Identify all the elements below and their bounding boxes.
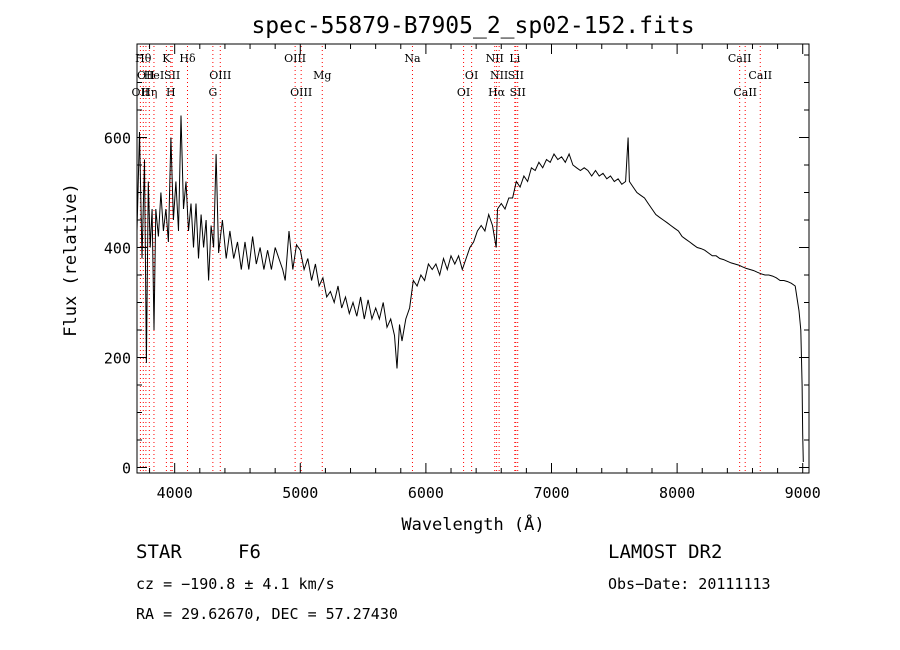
x-tick-label: 4000 — [157, 484, 193, 502]
object-class: STAR — [136, 541, 182, 563]
survey-name: LAMOST DR2 — [608, 541, 723, 563]
line-label: OIII — [290, 86, 312, 99]
line-label: OIII — [209, 69, 231, 82]
line-label: H — [166, 86, 176, 99]
line-label: Hη — [141, 86, 157, 99]
x-axis-label: Wavelength (Å) — [401, 513, 544, 535]
line-label: OI — [465, 69, 478, 82]
spectrum-line — [136, 115, 804, 463]
line-label: OIII — [284, 52, 306, 65]
line-label: Li — [509, 52, 520, 65]
x-tick-label: 9000 — [785, 484, 821, 502]
line-label: CaII — [728, 52, 752, 65]
x-tick-label: 5000 — [282, 484, 318, 502]
line-label: OI — [457, 86, 470, 99]
line-label: Na — [404, 52, 421, 65]
x-tick-label: 7000 — [533, 484, 569, 502]
y-tick-label: 200 — [104, 350, 131, 368]
line-label: G — [208, 86, 217, 99]
observation-date: Obs−Date: 20111113 — [608, 575, 771, 593]
y-axis-ticks: 0 200 400 600 — [104, 54, 809, 478]
line-label: SII — [164, 69, 180, 82]
coordinates: RA = 29.62670, DEC = 57.27430 — [136, 605, 398, 623]
y-tick-label: 600 — [104, 130, 131, 148]
line-label: Hα — [488, 86, 506, 99]
x-axis-ticks: 4000 5000 6000 7000 8000 9000 — [149, 44, 821, 502]
line-label: NII — [490, 69, 508, 82]
object-subclass: F6 — [238, 541, 261, 563]
line-label: Hδ — [179, 52, 196, 65]
line-label: HeI — [144, 69, 164, 82]
line-label: Hθ — [135, 52, 152, 65]
spectral-line-labels: OIIHθOIIHηHeIKHSIIHδGOIIIOIIIOIIIMgNaOIO… — [132, 52, 773, 99]
y-tick-label: 400 — [104, 240, 131, 258]
line-label: K — [162, 52, 171, 65]
line-label: NII — [486, 52, 504, 65]
x-tick-label: 8000 — [659, 484, 695, 502]
line-label: OII — [132, 86, 150, 99]
y-tick-label: 0 — [122, 460, 131, 478]
redshift-velocity: cz = −190.8 ± 4.1 km/s — [136, 575, 335, 593]
line-label: CaII — [733, 86, 757, 99]
line-label: Mg — [313, 69, 331, 82]
chart-title: spec-55879-B7905_2_sp02-152.fits — [251, 13, 694, 39]
x-tick-label: 6000 — [408, 484, 444, 502]
plot-frame — [136, 43, 810, 474]
line-label: OII — [137, 69, 155, 82]
line-label: SII — [508, 69, 524, 82]
line-label: CaII — [748, 69, 772, 82]
line-label: SII — [510, 86, 526, 99]
y-axis-label: Flux (relative) — [61, 183, 81, 337]
